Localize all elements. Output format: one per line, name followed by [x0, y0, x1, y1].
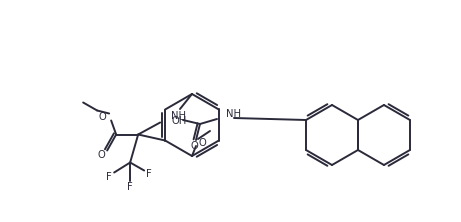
Text: O: O [98, 111, 106, 121]
Text: F: F [106, 172, 112, 182]
Text: O: O [190, 141, 198, 151]
Text: O: O [198, 138, 206, 148]
Text: NH: NH [226, 109, 241, 119]
Text: OH: OH [171, 115, 186, 125]
Text: F: F [127, 182, 133, 192]
Text: F: F [146, 168, 152, 178]
Text: O: O [97, 149, 105, 159]
Text: NH: NH [171, 111, 185, 121]
